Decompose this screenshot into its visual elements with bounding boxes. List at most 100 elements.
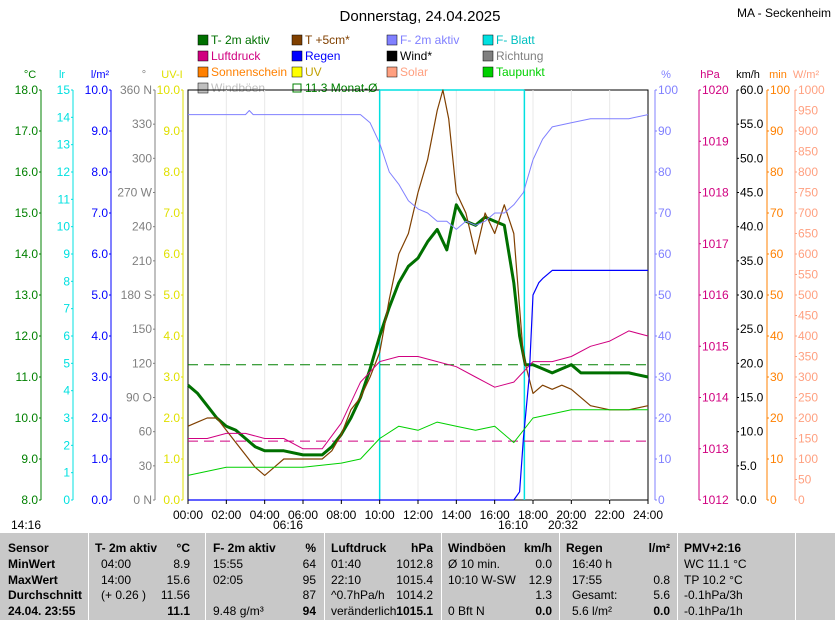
legend-swatch [197, 50, 209, 62]
axis-tick-label: 5.0 [163, 288, 180, 302]
axis-tick-label: 0 [658, 493, 665, 507]
axis-tick-label: 16.0 [15, 165, 39, 179]
legend-swatch [386, 34, 398, 46]
axis-tick-label: 550 [798, 268, 818, 282]
axis-tick-label: 14.0 [15, 247, 39, 261]
sunrise-time: 06:16 [273, 518, 303, 532]
cell-value: 0.8 [653, 572, 670, 587]
legend-swatch [386, 50, 398, 62]
axis-tick-label: 10 [658, 452, 672, 466]
axis-tick-label: 40 [658, 329, 672, 343]
x-tick-label: 04:00 [250, 508, 280, 522]
axis-tick-label: 10.0 [15, 411, 39, 425]
table-row: MaxWert 14:00 15.6 02:05 95 22:10 1015.4 10:10 … [0, 573, 835, 588]
row-label: 24.04. 23:55 [8, 603, 76, 618]
axis-tick-label: 450 [798, 309, 818, 323]
axis-tick-label: 9.0 [163, 124, 180, 138]
cell-text: (+ 0.26 ) [101, 588, 147, 602]
row-label: MaxWert [8, 572, 58, 587]
axis-tick-label: 1012 [702, 493, 729, 507]
axis-unit: UV-I [161, 69, 182, 81]
cell-text: 01:40 [331, 557, 362, 571]
axis-tick-label: 200 [798, 411, 818, 425]
legend-label: Richtung [496, 49, 543, 63]
axis-unit: l/m² [91, 69, 110, 81]
axis-unit: min [769, 69, 787, 81]
moonset-time: 16:10 [498, 518, 528, 532]
axis-tick-label: 10 [57, 220, 71, 234]
cell-text: 9.48 g/m³ [213, 603, 264, 618]
axis-tick-label: 0 [770, 493, 777, 507]
legend-label: Wind* [400, 49, 432, 63]
header-unit: km/h [523, 541, 552, 555]
axis-tick-label: 15.0 [740, 391, 764, 405]
cell-value: 11.1 [167, 603, 190, 618]
axis-tick-label: 1014 [702, 391, 729, 405]
cell-value: 87 [302, 588, 316, 602]
cell-text: 5.6 l/m² [572, 603, 613, 618]
axis-tick-label: 500 [798, 288, 818, 302]
cursor-time: 14:16 [11, 518, 41, 532]
axis-tick-label: 5 [63, 356, 70, 370]
axis-tick-label: 800 [798, 165, 818, 179]
axis-unit: ° [142, 69, 146, 81]
axis-tick-label: 60.0 [740, 83, 764, 97]
cell-text: ^0.7hPa/h [331, 588, 385, 602]
axis-tick-label: 4 [63, 384, 70, 398]
axis-tick-label: 70 [770, 206, 784, 220]
axis-tick-label: 0 [63, 493, 70, 507]
cell-text: veränderlich [331, 603, 397, 618]
cell-value: 1.3 [535, 588, 552, 602]
cell-text: 17:55 [572, 572, 603, 587]
axis-tick-label: 18.0 [15, 83, 39, 97]
axis-tick-label: 55.0 [740, 117, 764, 131]
axis-tick-label: 0.0 [163, 493, 180, 507]
header-label: Sensor [8, 541, 49, 555]
cell-text: 16:40 h [572, 557, 613, 571]
axis-tick-label: 9 [63, 247, 70, 261]
axis-tick-label: 350 [798, 350, 818, 364]
axis-tick-label: 0 [798, 493, 805, 507]
cell-text: 22:10 [331, 572, 362, 587]
axis-tick-label: 30 [139, 459, 153, 473]
axis-tick-label: 4.0 [91, 329, 108, 343]
cell-text: 15:55 [213, 557, 244, 571]
legend-swatch [292, 83, 302, 93]
axis-tick-label: 40.0 [740, 220, 764, 234]
legend-label: Solar [400, 65, 428, 79]
x-tick-label: 06:00 [288, 508, 318, 522]
axis-tick-label: 50.0 [740, 151, 764, 165]
axis-tick-label: 30 [770, 370, 784, 384]
cell-value: 8.9 [173, 557, 190, 571]
header-unit: °C [176, 541, 190, 555]
axis-tick-label: 0.0 [740, 493, 757, 507]
series-line [187, 203, 649, 457]
legend-label: Luftdruck [211, 49, 261, 63]
axis-tick-label: 10.0 [740, 425, 764, 439]
legend-label: Regen [305, 49, 340, 63]
axis-tick-label: 240 [132, 220, 152, 234]
legend-label: 11.3 Monat-Ø [305, 81, 377, 95]
legend-swatch [291, 66, 303, 78]
x-tick-label: 00:00 [173, 508, 203, 522]
x-tick-label: 12:00 [403, 508, 433, 522]
axis-tick-label: 1.0 [91, 452, 108, 466]
legend-label: Sonnenschein [211, 65, 287, 79]
axis-tick-label: 50 [658, 288, 672, 302]
legend: T- 2m aktiv T +5cm* F- 2m aktiv F- Blatt Luf… [197, 33, 545, 95]
axis-tick-label: 400 [798, 329, 818, 343]
x-tick-label: 22:00 [595, 508, 625, 522]
axis-tick-label: 13 [57, 138, 71, 152]
axis-tick-label: 330 [132, 117, 152, 131]
axis-tick-label: 1020 [702, 83, 729, 97]
legend-swatch [482, 34, 494, 46]
row-label: MinWert [8, 557, 56, 571]
header-label: T- 2m aktiv [95, 541, 158, 555]
header-unit: l/m² [648, 541, 670, 555]
header-unit: hPa [410, 541, 433, 555]
axis-tick-label: 6.0 [163, 247, 180, 261]
legend-swatch [386, 66, 398, 78]
axis-tick-label: 12 [57, 165, 71, 179]
axis-tick-label: 6.0 [91, 247, 108, 261]
axis-tick-label: 210 [132, 254, 152, 268]
